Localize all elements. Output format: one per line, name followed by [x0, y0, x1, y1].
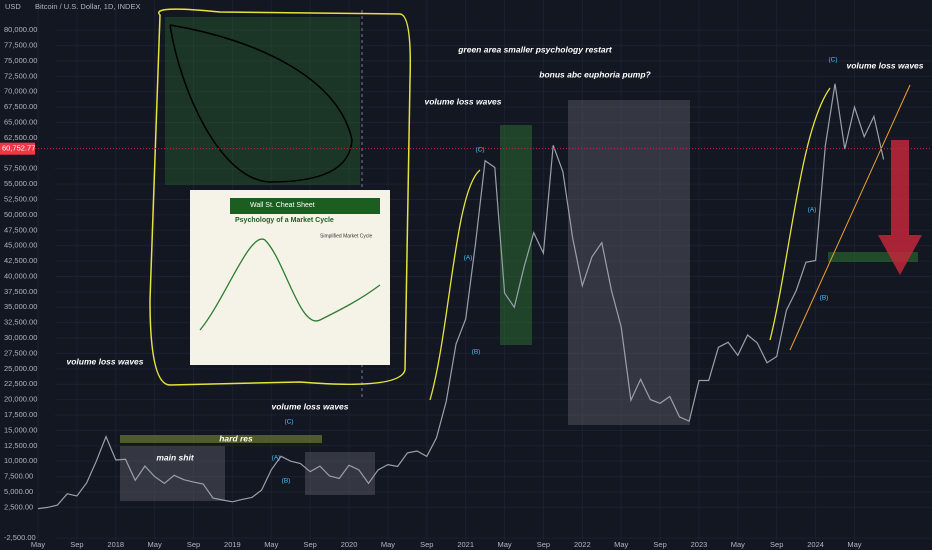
wave-label: (B)	[472, 349, 481, 356]
wave-label: (B)	[282, 478, 291, 485]
y-tick-label: 20,000.00	[4, 395, 37, 404]
x-tick-label: May	[497, 540, 511, 549]
annotation: volume loss waves	[66, 356, 143, 366]
inset: Wall St. Cheat Sheet Psychology of a Mar…	[190, 190, 390, 365]
x-tick-label: Sep	[303, 540, 316, 549]
box	[828, 252, 918, 262]
y-tick-label: 45,000.00	[4, 241, 37, 250]
y-tick-label: 80,000.00	[4, 25, 37, 34]
price-line	[37, 83, 885, 510]
y-tick-label: -2,500.00	[4, 533, 36, 542]
y-tick-label: 42,500.00	[4, 256, 37, 265]
x-tick-label: Sep	[770, 540, 783, 549]
x-tick-label: May	[264, 540, 278, 549]
y-tick-label: 75,000.00	[4, 56, 37, 65]
annotation: volume loss waves	[424, 96, 501, 106]
x-tick-label: May	[31, 540, 45, 549]
x-tick-label: 2021	[457, 540, 474, 549]
y-tick-label: 35,000.00	[4, 302, 37, 311]
x-tick-label: May	[614, 540, 628, 549]
y-tick-label: 77,500.00	[4, 41, 37, 50]
x-tick-label: May	[148, 540, 162, 549]
y-tick-label: 57,500.00	[4, 164, 37, 173]
x-tick-label: 2019	[224, 540, 241, 549]
x-tick-label: Sep	[653, 540, 666, 549]
box	[305, 452, 375, 495]
box	[165, 17, 360, 185]
y-tick-label: 67,500.00	[4, 102, 37, 111]
annotation: green area smaller psychology restart	[457, 44, 613, 54]
annotation: main shit	[156, 452, 194, 462]
inset-subtitle: Psychology of a Market Cycle	[235, 217, 334, 224]
y-tick-label: 52,500.00	[4, 194, 37, 203]
y-tick-label: 72,500.00	[4, 71, 37, 80]
y-tick-label: 62,500.00	[4, 133, 37, 142]
annotation: volume loss waves	[271, 401, 348, 411]
wave-label: (A)	[464, 255, 473, 262]
y-tick-label: 30,000.00	[4, 333, 37, 342]
x-tick-label: May	[381, 540, 395, 549]
chart-title: Bitcoin / U.S. Dollar, 1D, INDEX	[35, 2, 140, 11]
x-tick-label: 2020	[341, 540, 358, 549]
x-tick-label: May	[731, 540, 745, 549]
wave-label: (A)	[272, 455, 281, 462]
trend-line	[789, 84, 911, 351]
y-tick-label: 22,500.00	[4, 379, 37, 388]
y-tick-label: 70,000.00	[4, 87, 37, 96]
box	[500, 125, 532, 345]
wave-label: (C)	[828, 57, 837, 64]
y-tick-label: 32,500.00	[4, 318, 37, 327]
y-tick-label: 7,500.00	[4, 472, 33, 481]
annotation: hard res	[219, 433, 253, 443]
x-tick-label: 2022	[574, 540, 591, 549]
annotation: volume loss waves	[846, 60, 923, 70]
x-tick-label: 2023	[691, 540, 708, 549]
drawing	[169, 24, 353, 183]
box	[120, 446, 225, 501]
inset-title: Wall St. Cheat Sheet	[250, 202, 315, 209]
annotation: bonus abc euphoria pump?	[539, 69, 651, 79]
inset-curve	[199, 238, 381, 331]
last-price-label: 60,752.77	[2, 144, 35, 153]
y-tick-label: 55,000.00	[4, 179, 37, 188]
inset-bg	[190, 190, 390, 365]
y-tick-label: 2,500.00	[4, 502, 33, 511]
y-tick-label: 37,500.00	[4, 287, 37, 296]
drawing	[429, 87, 831, 401]
x-tick-label: Sep	[187, 540, 200, 549]
currency: USD	[5, 2, 21, 11]
x-tick-label: Sep	[70, 540, 83, 549]
y-tick-label: 12,500.00	[4, 441, 37, 450]
x-tick-label: Sep	[537, 540, 550, 549]
wave-label: (B)	[820, 295, 829, 302]
highlight-outline	[149, 8, 412, 386]
y-tick-label: 27,500.00	[4, 348, 37, 357]
y-tick-label: 50,000.00	[4, 210, 37, 219]
last-price-tag	[0, 142, 35, 155]
wave-label: (C)	[284, 419, 293, 426]
inset-banner	[230, 198, 380, 214]
box	[568, 100, 690, 425]
y-tick-label: 17,500.00	[4, 410, 37, 419]
y-tick-label: 65,000.00	[4, 118, 37, 127]
hard-res-zone	[120, 435, 322, 443]
x-tick-label: Sep	[420, 540, 433, 549]
x-tick-label: 2024	[807, 540, 824, 549]
x-tick-label: 2018	[107, 540, 124, 549]
wave-label: (A)	[808, 207, 817, 214]
y-tick-label: 10,000.00	[4, 456, 37, 465]
x-tick-label: May	[847, 540, 861, 549]
y-tick-label: 5,000.00	[4, 487, 33, 496]
wave-label: (C)	[475, 147, 484, 154]
y-tick-label: 25,000.00	[4, 364, 37, 373]
arrow	[878, 140, 922, 275]
y-tick-label: 40,000.00	[4, 271, 37, 280]
y-tick-label: 47,500.00	[4, 225, 37, 234]
y-tick-label: 15,000.00	[4, 425, 37, 434]
inset-caption: Simplified Market Cycle	[320, 233, 372, 239]
